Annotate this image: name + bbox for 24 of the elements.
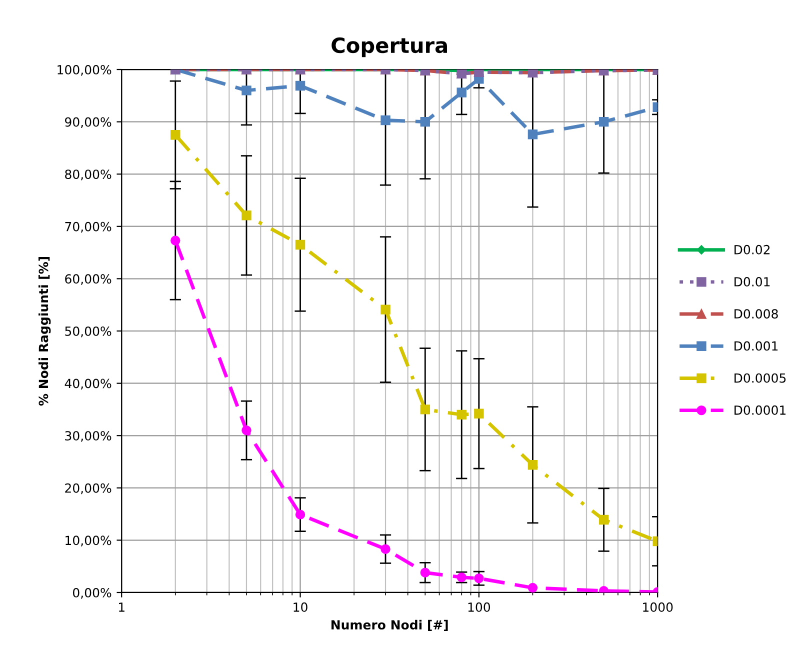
y-tick-label: 10,00% xyxy=(66,536,112,546)
x-axis-title: Numero Nodi [#] xyxy=(332,620,448,632)
y-tick-label: 0,00% xyxy=(72,588,112,599)
y-tick-label: 30,00% xyxy=(65,431,112,442)
y-tick-label: 70,00% xyxy=(65,222,112,233)
y-tick-label: 50,00% xyxy=(65,326,112,338)
legend-label: D0.0005 xyxy=(734,373,786,383)
x-tick-label: 1 xyxy=(118,602,124,612)
y-axis-title: % Nodi Raggiunti [%] xyxy=(38,257,51,406)
y-tick-label: 20,00% xyxy=(65,483,112,494)
y-tick-label: 90,00% xyxy=(65,117,112,128)
legend-label: D0.008 xyxy=(734,309,778,319)
chart-title: Copertura xyxy=(332,37,447,58)
legend-label: D0.0001 xyxy=(734,405,786,415)
y-tick-label: 60,00% xyxy=(65,274,112,285)
legend-label: D0.001 xyxy=(734,341,778,351)
x-tick-label: 10 xyxy=(294,602,308,612)
y-tick-label: 80,00% xyxy=(65,170,112,180)
y-tick-label: 40,00% xyxy=(64,378,112,390)
x-tick-label: 1000 xyxy=(643,602,673,612)
legend-label: D0.02 xyxy=(734,244,770,254)
y-tick-label: 100,00% xyxy=(58,64,112,76)
legend-label: D0.01 xyxy=(734,277,770,286)
x-tick-label: 100 xyxy=(468,602,490,612)
